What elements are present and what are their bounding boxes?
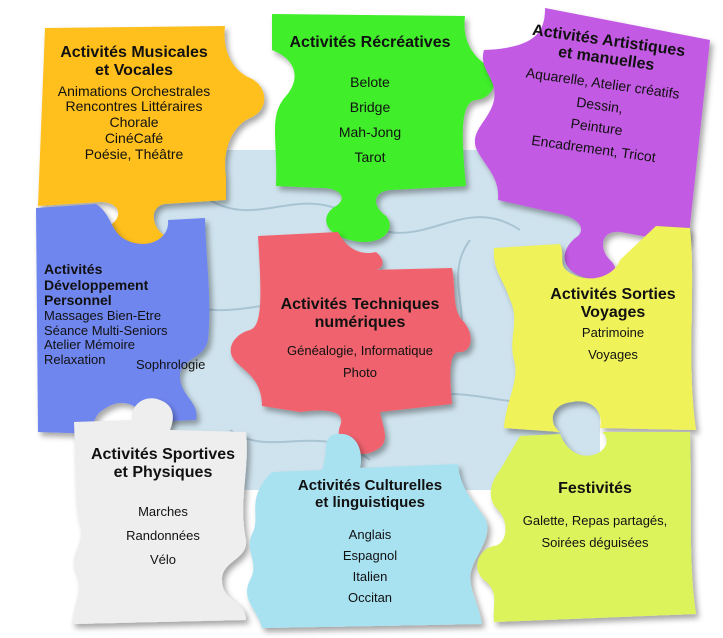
text-artistiques: Activités Artistiques et manuelles Aquar… bbox=[498, 19, 704, 172]
sportives-title-line2: et Physiques bbox=[113, 463, 213, 481]
text-festivites: Festivités Galette, Repas partagés, Soir… bbox=[500, 480, 690, 554]
piece-sportives bbox=[72, 398, 247, 624]
sportives-item: Randonnées bbox=[126, 527, 200, 543]
sorties-item: Voyages bbox=[588, 346, 638, 362]
piece-artistiques bbox=[474, 8, 710, 280]
recreatives-item: Tarot bbox=[354, 148, 386, 165]
sportives-item: Marches bbox=[138, 503, 188, 519]
musicales-title-line2: et Vocales bbox=[95, 61, 173, 79]
developpement-extra-item: Sophrologie bbox=[136, 357, 206, 372]
musicales-title-line1: Activités Musicales bbox=[60, 44, 208, 61]
piece-festivites bbox=[477, 432, 696, 622]
text-techniques: Activités Techniques numériques Généalog… bbox=[270, 296, 450, 384]
developpement-title-line3: Personnel bbox=[44, 292, 112, 309]
culturelles-title-line2: et linguistiques bbox=[314, 493, 425, 511]
text-sportives: Activités Sportives et Physiques Marches… bbox=[78, 446, 248, 572]
developpement-item: Relaxation bbox=[44, 351, 106, 367]
techniques-title-line2: numériques bbox=[314, 313, 406, 331]
sportives-item: Vélo bbox=[149, 551, 177, 567]
piece-sorties bbox=[493, 226, 696, 432]
text-sorties: Activités Sorties Voyages Patrimoine Voy… bbox=[528, 286, 698, 366]
musicales-item: Animations Orchestrales bbox=[57, 82, 211, 99]
techniques-item: Photo bbox=[343, 364, 377, 380]
sportives-title-line1: Activités Sportives bbox=[90, 446, 236, 463]
piece-recreatives bbox=[272, 14, 495, 242]
sorties-title-line2: Voyages bbox=[580, 303, 646, 321]
sorties-title-line1: Activités Sorties bbox=[550, 286, 676, 303]
piece-techniques bbox=[230, 232, 471, 455]
piece-developpement bbox=[36, 204, 210, 434]
musicales-item: Poésie, Théâtre bbox=[84, 145, 184, 162]
text-musicales: Activités Musicales et Vocales Animation… bbox=[44, 44, 224, 162]
culturelles-item: Anglais bbox=[348, 526, 392, 542]
piece-musicales bbox=[38, 26, 265, 264]
text-recreatives: Activités Récréatives Belote Bridge Mah-… bbox=[280, 34, 460, 170]
culturelles-item: Italien bbox=[352, 568, 388, 584]
techniques-title-line1: Activités Techniques bbox=[280, 296, 440, 313]
festivites-item: Soirées déguisées bbox=[541, 534, 649, 550]
text-culturelles: Activités Culturelles et linguistiques A… bbox=[282, 477, 458, 608]
recreatives-item: Mah-Jong bbox=[338, 123, 402, 140]
culturelles-item: Espagnol bbox=[342, 547, 398, 563]
recreatives-title: Activités Récréatives bbox=[289, 34, 451, 51]
developpement-item: Atelier Mémoire bbox=[44, 337, 136, 353]
musicales-item: Rencontres Littéraires bbox=[65, 98, 203, 115]
sorties-item: Patrimoine bbox=[581, 324, 645, 340]
recreatives-item: Bridge bbox=[349, 98, 391, 115]
developpement-title-line1: Activités bbox=[44, 261, 103, 277]
musicales-item: CinéCafé bbox=[104, 129, 164, 146]
developpement-item: Séance Multi-Seniors bbox=[44, 322, 168, 338]
developpement-title-line2: Développement bbox=[44, 276, 149, 293]
techniques-item: Généalogie, Informatique bbox=[287, 342, 433, 358]
developpement-item: Massages Bien-Etre bbox=[44, 308, 162, 324]
text-developpement: Activités Développement Personnel Massag… bbox=[44, 261, 214, 367]
culturelles-title-line1: Activités Culturelles bbox=[297, 477, 443, 494]
festivites-title: Festivités bbox=[558, 480, 632, 497]
recreatives-item: Belote bbox=[350, 73, 390, 90]
festivites-item: Galette, Repas partagés, bbox=[522, 512, 668, 528]
culturelles-item: Occitan bbox=[347, 589, 393, 605]
piece-culturelles bbox=[247, 433, 488, 628]
musicales-item: Chorale bbox=[109, 114, 159, 131]
